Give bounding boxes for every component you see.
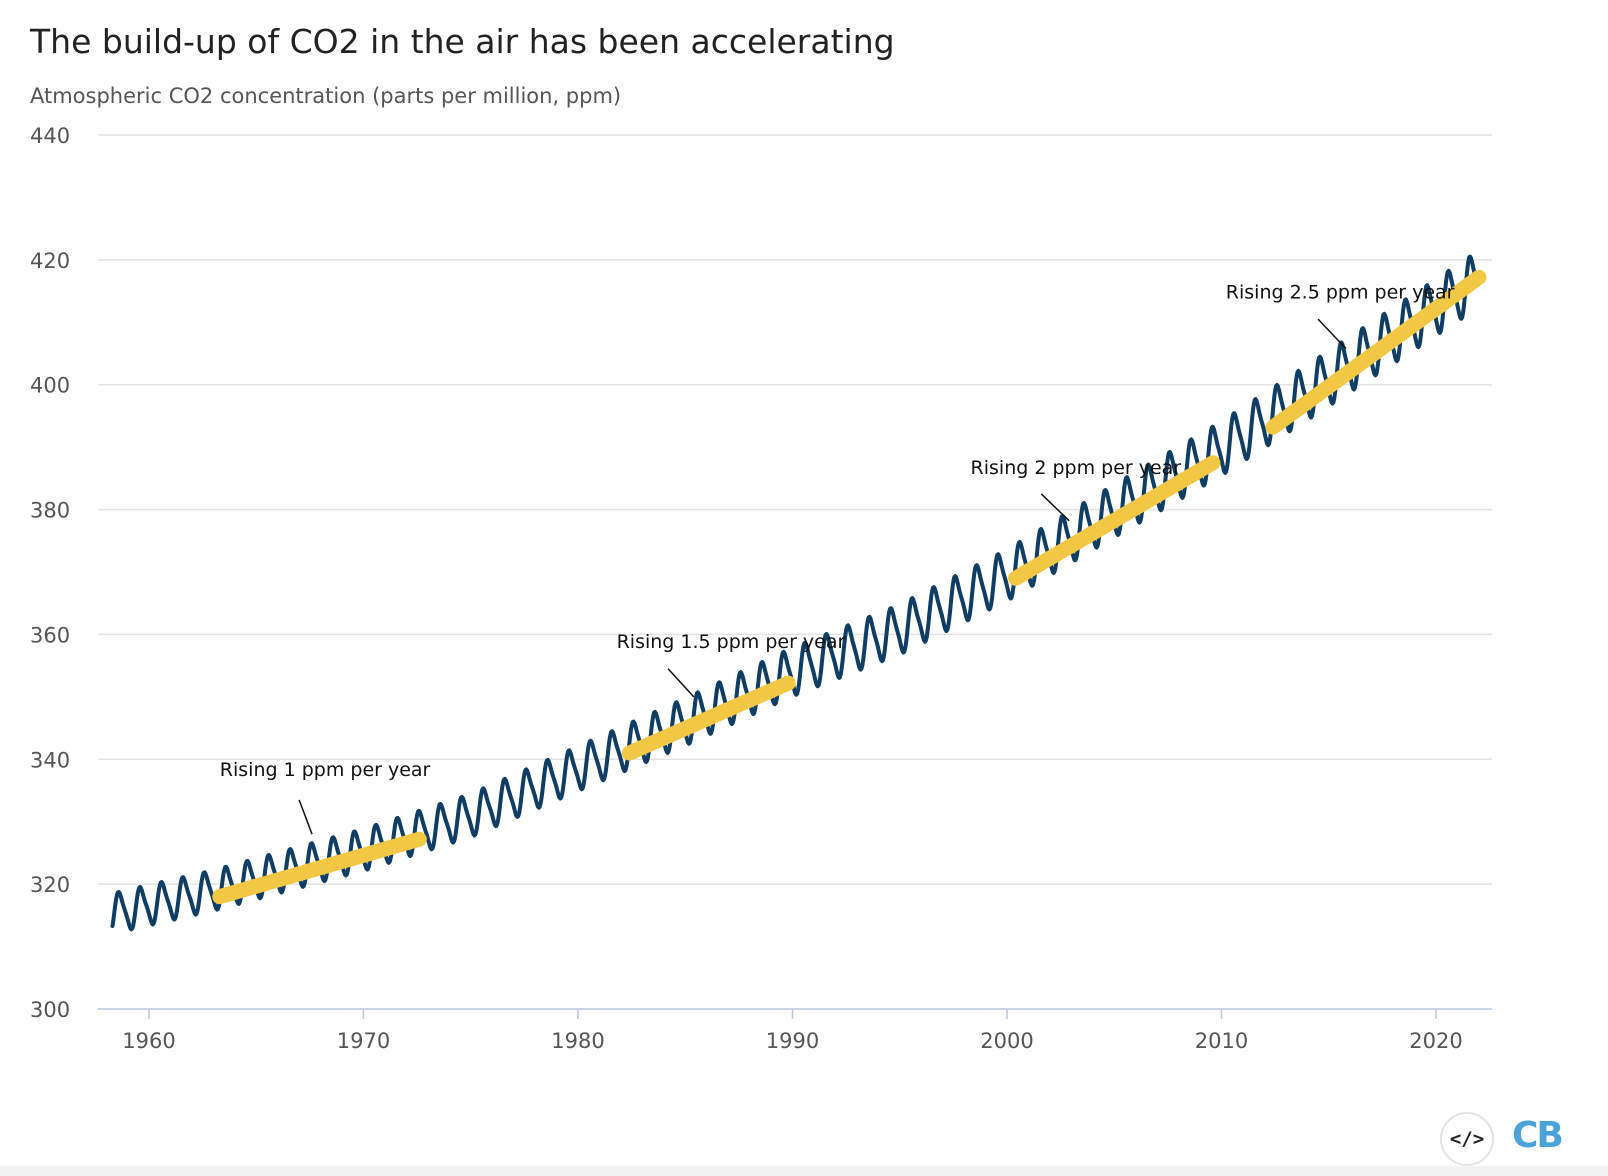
x-tick-label-2000: 2000: [980, 1029, 1033, 1053]
y-tick-label-420: 420: [30, 249, 70, 273]
annotation-pointer-2: [667, 668, 695, 698]
y-tick-label-380: 380: [30, 499, 70, 523]
annotation-label-1: Rising 1 ppm per year: [220, 759, 431, 781]
x-tick-label-1960: 1960: [122, 1029, 175, 1053]
trend-line-2: [621, 675, 796, 761]
trend-line-3: [1008, 455, 1221, 586]
trend-line-1: [212, 831, 427, 905]
annotation-pointer-3: [1040, 493, 1070, 522]
y-tick-label-360: 360: [30, 623, 70, 647]
y-tick-label-440: 440: [30, 124, 70, 148]
annotation-label-3: Rising 2 ppm per year: [971, 457, 1182, 479]
x-tick-label-1980: 1980: [551, 1029, 604, 1053]
trend-lines: [212, 269, 1487, 905]
bottom-strip: [0, 1166, 1608, 1176]
annotations: Rising 1 ppm per year Rising 1.5 ppm per …: [220, 282, 1455, 835]
annotation-pointer-1: [298, 799, 313, 835]
y-axis-tick-labels: 300 320 340 360 380 400 420 440: [30, 124, 70, 1022]
chart-subtitle: Atmospheric CO2 concentration (parts per…: [30, 84, 622, 108]
y-tick-label-320: 320: [30, 873, 70, 897]
code-icon: </>: [1449, 1128, 1485, 1150]
grid-lines: [98, 134, 1492, 885]
series-layer: [110, 254, 1477, 932]
x-axis: 1960 1970 1980 1990 2000 2010 2020: [98, 1008, 1492, 1053]
chart-title: The build-up of CO2 in the air has been …: [30, 22, 895, 61]
x-tick-label-1970: 1970: [337, 1029, 390, 1053]
co2-series-line-0: [110, 254, 1477, 932]
annotation-label-4: Rising 2.5 ppm per year: [1226, 282, 1455, 304]
x-tick-label-1990: 1990: [766, 1029, 819, 1053]
embed-code-button[interactable]: </>: [1440, 1112, 1494, 1166]
y-tick-label-300: 300: [30, 998, 70, 1022]
x-tick-label-2020: 2020: [1409, 1029, 1462, 1053]
annotation-label-2: Rising 1.5 ppm per year: [617, 631, 846, 653]
carbon-brief-logo: CB: [1512, 1115, 1564, 1156]
annotation-pointer-4: [1317, 318, 1347, 350]
trend-line-4: [1265, 269, 1487, 435]
y-tick-label-340: 340: [30, 748, 70, 772]
y-tick-label-400: 400: [30, 374, 70, 398]
x-tick-label-2010: 2010: [1195, 1029, 1248, 1053]
